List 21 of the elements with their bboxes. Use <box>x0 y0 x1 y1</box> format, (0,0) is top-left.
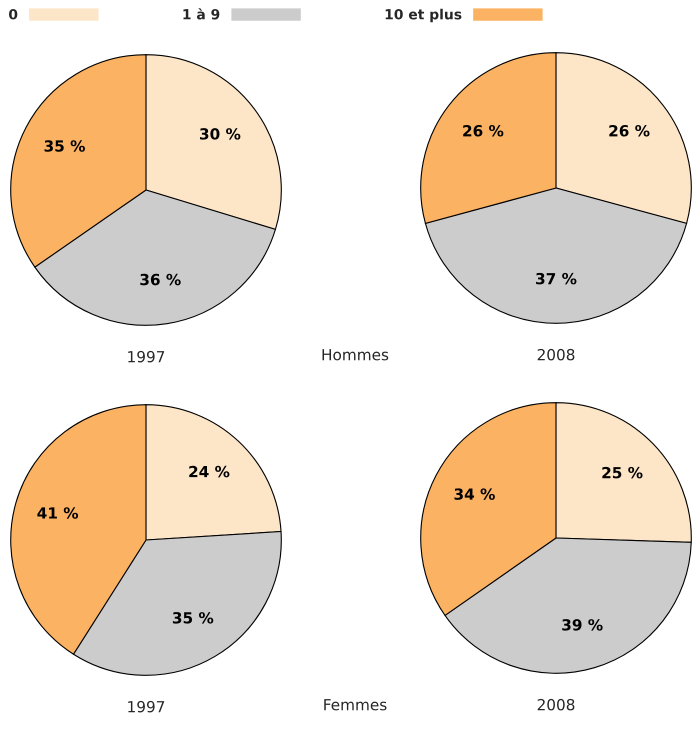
text: 1997 <box>128 350 164 362</box>
text: 1997 <box>128 700 164 712</box>
text: Femmes <box>324 699 386 710</box>
legend-label: 1 à 9 <box>183 8 220 20</box>
data-label: 39 % <box>562 619 603 631</box>
legend-label: 10 et plus <box>386 8 462 22</box>
data-label: 25 % <box>602 466 643 478</box>
data-label: 26 % <box>609 124 650 137</box>
legend-label: 0 <box>8 8 18 20</box>
text: 2008 <box>538 348 574 360</box>
data-label: 41 % <box>37 507 78 519</box>
data-label: 36 % <box>140 274 181 286</box>
text: Hommes <box>322 349 388 360</box>
data-label: 26 % <box>463 124 504 137</box>
data-label: 34 % <box>454 488 495 500</box>
text: 2008 <box>538 698 574 710</box>
data-label: 37 % <box>536 272 576 284</box>
data-label: 24 % <box>189 466 230 478</box>
data-label: 30 % <box>200 128 240 140</box>
data-label: 35 % <box>44 140 85 152</box>
data-label: 35 % <box>172 612 214 624</box>
